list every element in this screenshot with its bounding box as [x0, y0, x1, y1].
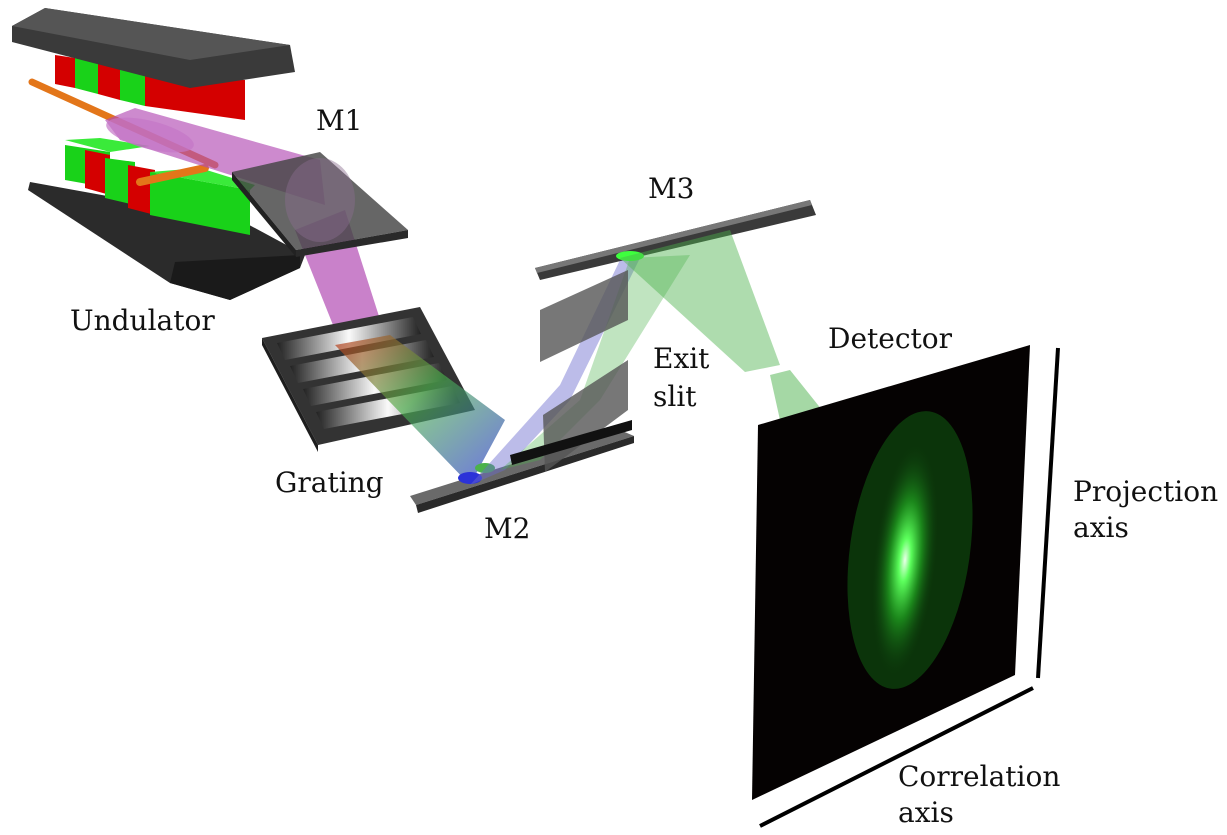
label-projection-axis-line1: Projection	[1073, 475, 1219, 508]
detector-spot	[870, 440, 940, 680]
mirror-m2	[410, 430, 634, 513]
electron-beam-exit	[136, 164, 209, 186]
label-undulator: Undulator	[70, 304, 215, 337]
label-m3: M3	[648, 172, 695, 205]
undulator-upper-cap-top	[12, 8, 290, 60]
undulator-lower-magnets	[65, 138, 255, 235]
label-m1: M1	[316, 104, 363, 137]
grating	[262, 307, 505, 485]
label-exit-slit-line2: slit	[653, 380, 697, 413]
label-correlation-axis-line2: axis	[898, 796, 954, 829]
mirror-m3	[535, 200, 816, 280]
projection-axis-line	[1036, 347, 1060, 679]
undulator-lower-base-side	[170, 255, 300, 300]
detector	[752, 345, 1060, 828]
label-correlation-axis-line1: Correlation	[898, 760, 1061, 793]
mirror-m1	[232, 152, 408, 257]
focused-beam	[620, 230, 822, 420]
dispersed-beam	[335, 335, 505, 485]
correlation-axis-line	[759, 686, 1034, 828]
label-exit-slit-line1: Exit	[653, 342, 710, 375]
label-projection-axis-line2: axis	[1073, 511, 1129, 544]
exit-slit	[510, 270, 632, 472]
label-grating: Grating	[275, 466, 384, 499]
exit-slit-upper-blade	[540, 270, 628, 362]
undulator	[12, 8, 305, 300]
label-detector: Detector	[828, 322, 953, 355]
label-m2: M2	[484, 512, 531, 545]
xray-source-swirl	[106, 117, 194, 153]
